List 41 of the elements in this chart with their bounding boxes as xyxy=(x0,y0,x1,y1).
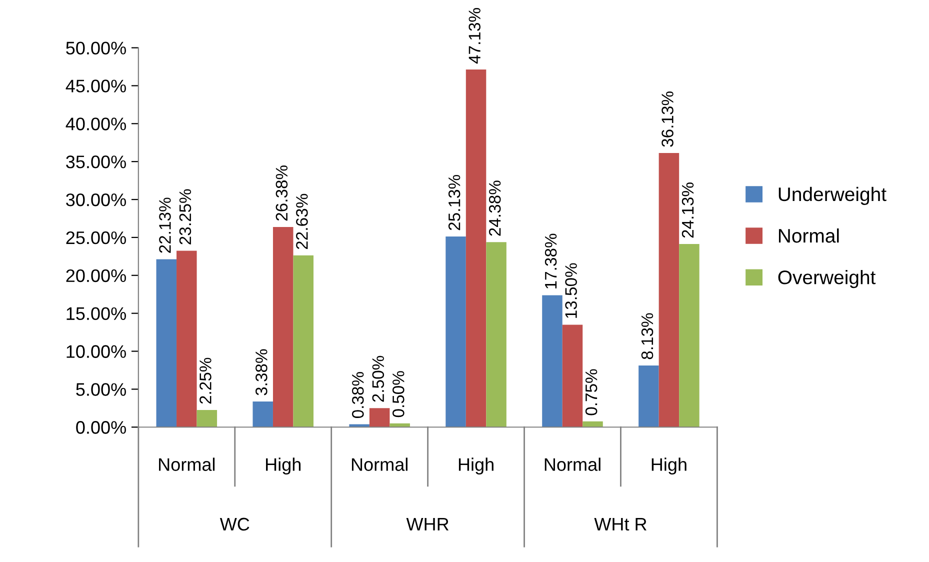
y-tick-label: 45.00% xyxy=(66,80,126,92)
data-label: 2.50% xyxy=(372,356,384,402)
y-tick-label: 25.00% xyxy=(66,231,126,244)
data-label: 0.38% xyxy=(352,372,364,418)
y-tick-label: 20.00% xyxy=(66,269,126,282)
data-label: 22.63% xyxy=(296,194,308,250)
data-label: 3.38% xyxy=(256,349,268,396)
data-label: 26.38% xyxy=(276,165,288,221)
y-tick-label: 40.00% xyxy=(66,118,126,130)
x-tick-label: High xyxy=(266,458,301,475)
data-label: 47.13% xyxy=(468,8,481,64)
data-label: 24.13% xyxy=(682,182,694,238)
text: WHt R xyxy=(594,518,646,531)
legend-label: Normal xyxy=(778,228,839,243)
data-label: 13.50% xyxy=(565,263,577,318)
legend-label: Overweight xyxy=(778,270,876,288)
text: WC xyxy=(220,518,250,531)
data-label: 17.38% xyxy=(544,234,557,288)
y-tick-label: 15.00% xyxy=(66,307,126,320)
y-tick-label: 5.00% xyxy=(76,383,126,396)
data-label: 8.13% xyxy=(641,313,654,360)
x-tick-label: High xyxy=(652,458,686,475)
data-label: 23.25% xyxy=(179,189,192,244)
y-tick-label: 0.00% xyxy=(76,421,126,434)
y-tick-label: 30.00% xyxy=(66,193,126,206)
text: WHR xyxy=(406,518,449,530)
data-label: 0.50% xyxy=(392,371,404,418)
y-tick-label: 35.00% xyxy=(66,156,126,168)
legend-label: Underweight xyxy=(778,186,886,205)
data-label: 22.13% xyxy=(159,198,171,253)
data-label: 2.25% xyxy=(200,358,212,404)
y-tick-label: 10.00% xyxy=(66,345,126,358)
x-tick-label: Normal xyxy=(544,458,600,471)
x-tick-label: High xyxy=(458,458,494,475)
x-tick-label: Normal xyxy=(352,458,408,471)
data-label: 24.38% xyxy=(488,180,501,236)
y-tick-label: 50.00% xyxy=(66,42,126,54)
data-label: 36.13% xyxy=(662,92,674,147)
x-tick-label: Normal xyxy=(159,458,215,471)
data-label: 0.75% xyxy=(585,369,598,416)
data-label: 25.13% xyxy=(448,174,460,230)
